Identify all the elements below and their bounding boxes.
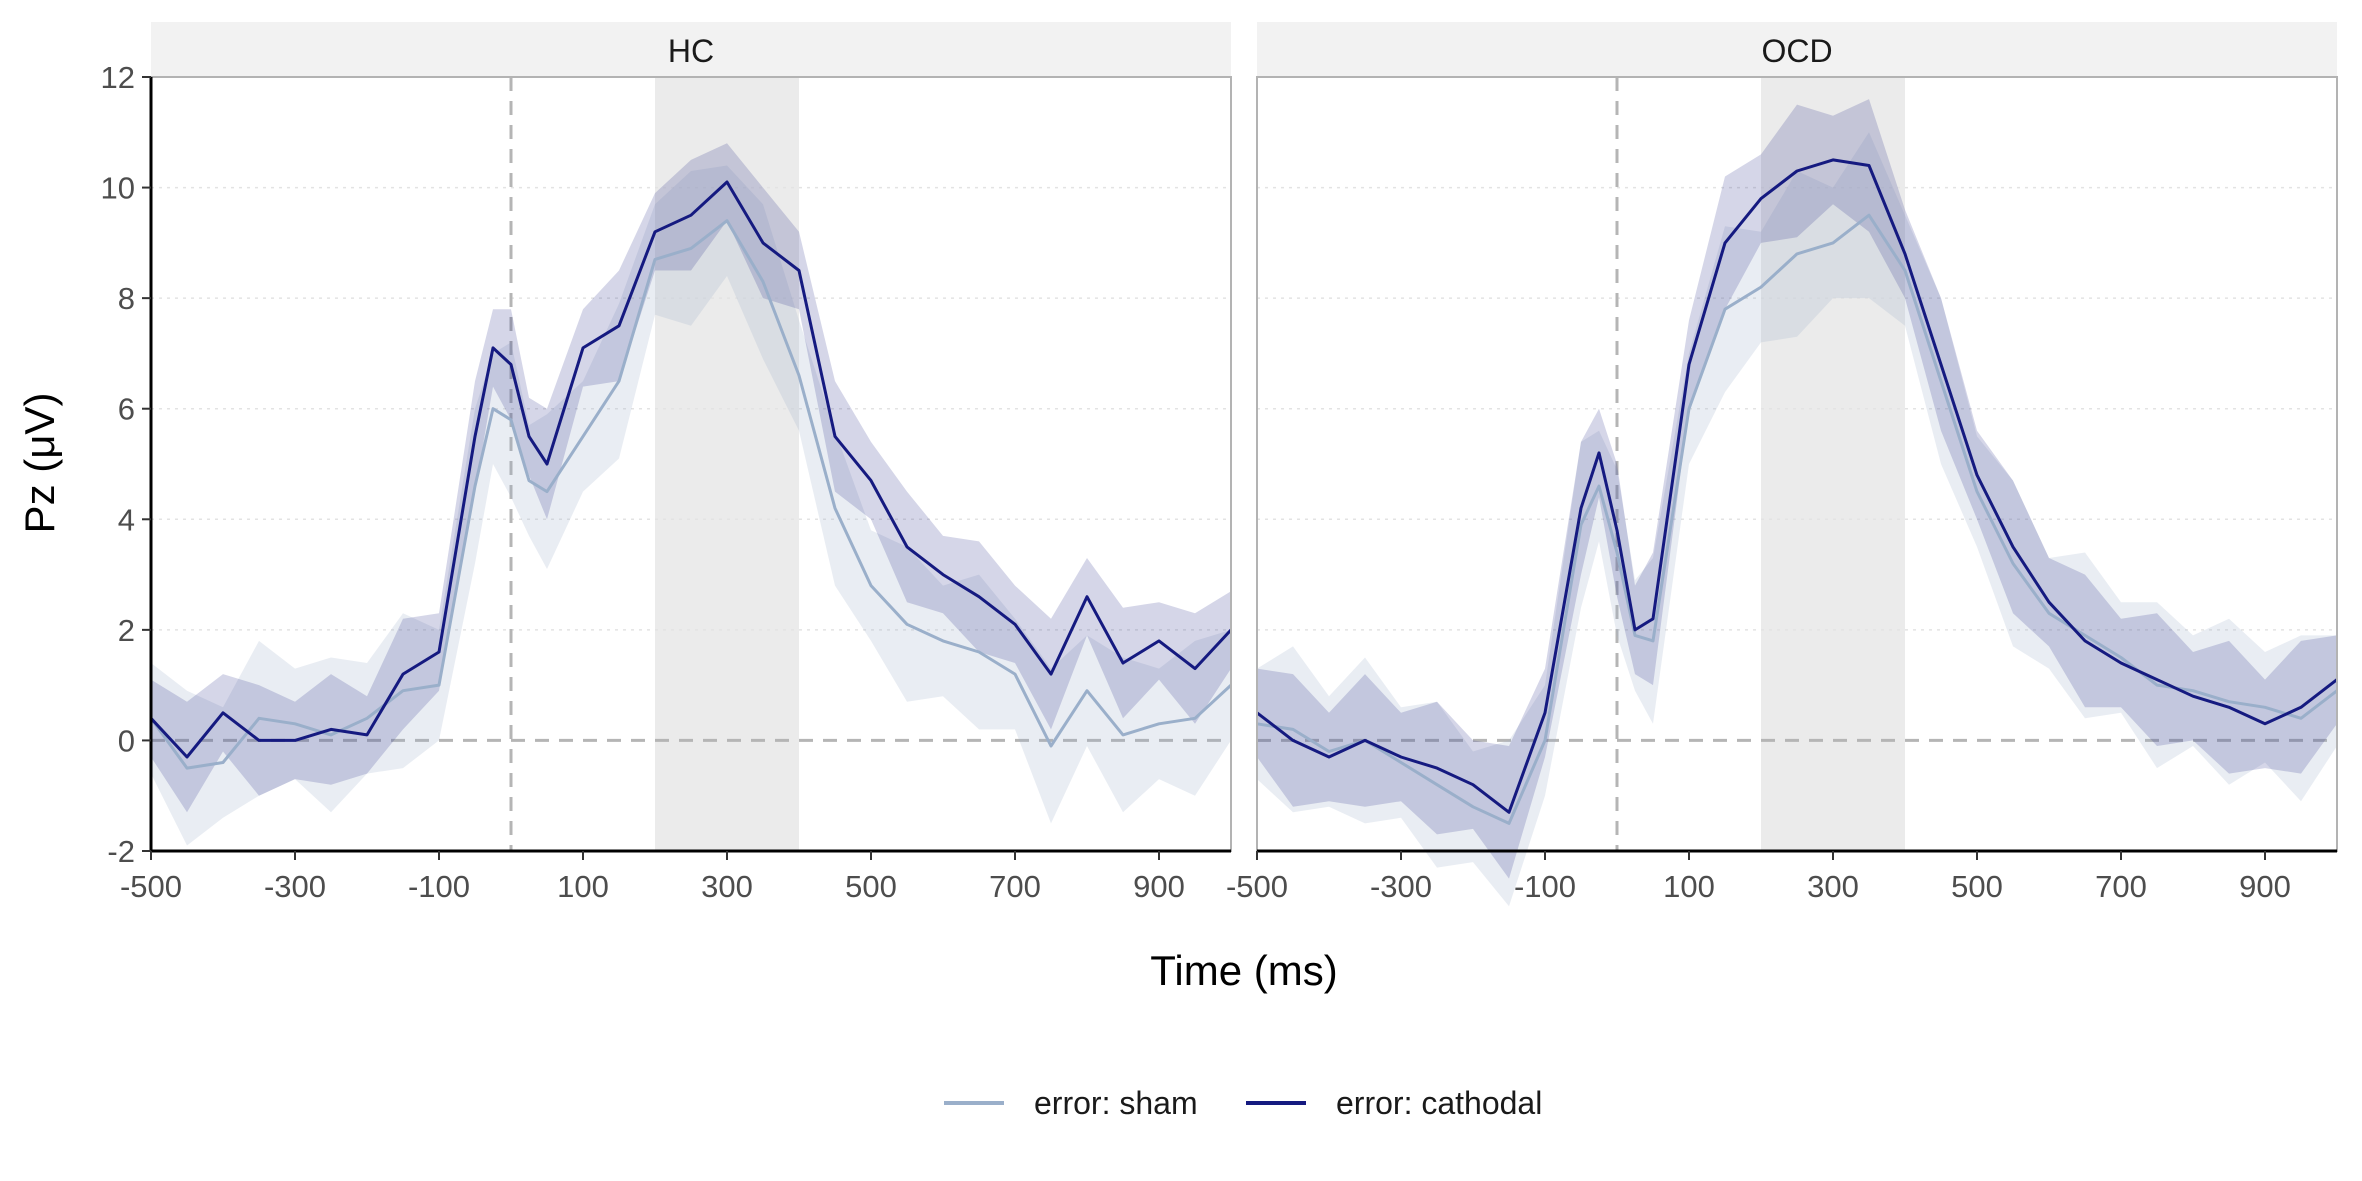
y-tick-label: 0 [118, 723, 135, 758]
x-tick-label: 500 [1951, 869, 2003, 904]
y-tick-label: 6 [118, 392, 135, 427]
legend-label-cathodal: error: cathodal [1336, 1085, 1542, 1121]
y-tick-label: 2 [118, 613, 135, 648]
x-tick-label: -500 [120, 869, 182, 904]
series-line-cathodal [149, 180, 1233, 759]
strip-title-hc: HC [668, 33, 714, 69]
x-tick-label: 700 [2095, 869, 2147, 904]
x-tick-label: -500 [1226, 869, 1288, 904]
y-tick-label: 12 [101, 60, 135, 95]
legend: error: sham error: cathodal [944, 1085, 1542, 1121]
legend-label-sham: error: sham [1034, 1085, 1198, 1121]
x-tick-label: 900 [1133, 869, 1185, 904]
y-tick-label: -2 [107, 834, 135, 869]
y-axis-title: Pz (μV) [16, 393, 63, 534]
x-tick-label: -100 [1514, 869, 1576, 904]
y-tick-label: 4 [118, 502, 135, 537]
analysis-window-hc [655, 77, 799, 851]
series-line-sham [1256, 213, 2338, 825]
y-tick-label: 10 [101, 171, 135, 206]
x-tick-label: -300 [1370, 869, 1432, 904]
strip-title-ocd: OCD [1761, 33, 1832, 69]
x-tick-label: 500 [845, 869, 897, 904]
strip-ocd [1257, 22, 2337, 77]
panel-ocd: OCD -500 -300 -100 100 300 500 700 900 [1226, 22, 2338, 907]
ci-band-cathodal [1257, 99, 2337, 879]
x-tick-label: 100 [1663, 869, 1715, 904]
strip-hc [151, 22, 1231, 77]
series-line-sham [149, 219, 1233, 770]
panel-hc: HC -500 -300 -100 100 300 500 700 900 -2 0 2 4 6 8 10 12 [101, 22, 1233, 904]
facet-panels: HC -500 -300 -100 100 300 500 700 900 -2 0 2 4 6 8 10 12… [101, 22, 2338, 907]
x-tick-label: 300 [1807, 869, 1859, 904]
x-tick-label: -100 [408, 869, 470, 904]
analysis-window-ocd [1761, 77, 1905, 851]
ci-band-sham [151, 165, 1231, 846]
ci-band-cathodal [151, 143, 1231, 813]
x-tick-label: 900 [2239, 869, 2291, 904]
x-tick-label: 100 [557, 869, 609, 904]
x-tick-label: -300 [264, 869, 326, 904]
ci-band-sham [1257, 132, 2337, 907]
series-line-cathodal [1256, 158, 2338, 814]
y-tick-label: 8 [118, 281, 135, 316]
x-tick-label: 700 [989, 869, 1041, 904]
x-axis-title: Time (ms) [1150, 947, 1337, 994]
x-tick-label: 300 [701, 869, 753, 904]
